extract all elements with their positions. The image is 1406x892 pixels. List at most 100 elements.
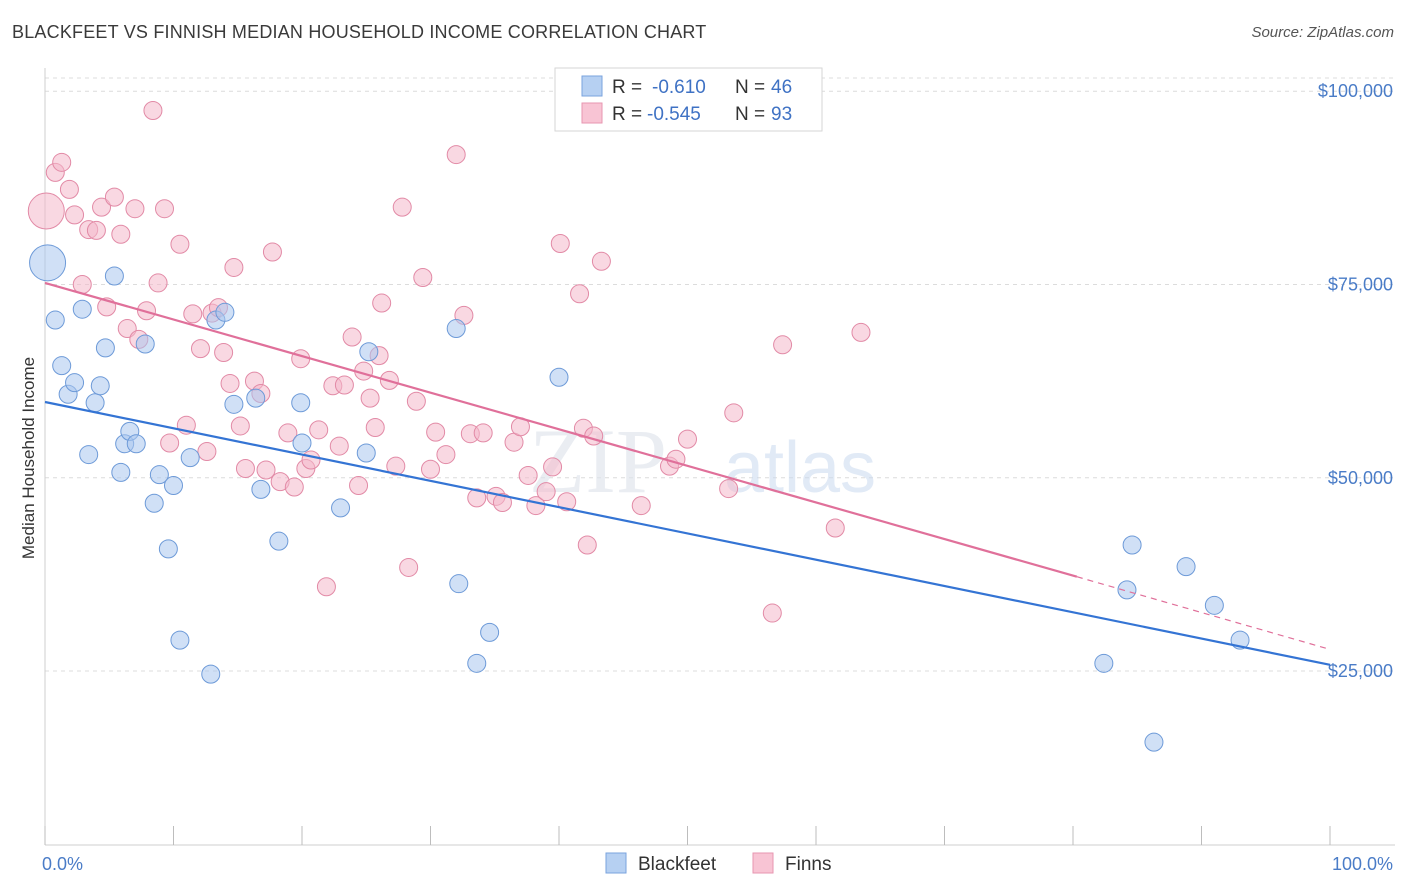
finns-point xyxy=(762,603,782,623)
finns-point xyxy=(284,477,304,497)
finns-point xyxy=(426,422,446,442)
legend-n-label-1: N = xyxy=(735,77,765,98)
finns-point xyxy=(518,465,538,485)
legend-r-label-1: R = xyxy=(612,77,642,98)
finns-point xyxy=(724,403,744,423)
blackfeet-point xyxy=(144,493,164,513)
blackfeet-point xyxy=(356,443,376,463)
finns-point xyxy=(536,482,556,502)
blackfeet-point xyxy=(201,664,221,684)
blackfeet-point xyxy=(446,319,466,339)
finns-point xyxy=(421,459,440,479)
finns-point xyxy=(230,416,250,436)
finns-point xyxy=(550,234,570,254)
blackfeet-point xyxy=(52,356,72,376)
blackfeet-point xyxy=(246,388,266,408)
finns-point xyxy=(329,436,349,456)
blackfeet-point xyxy=(149,465,169,485)
blackfeet-point xyxy=(95,338,115,358)
finns-point xyxy=(197,441,217,461)
blackfeet-point xyxy=(90,376,110,396)
blackfeet-point xyxy=(135,334,155,354)
y-tick-labels: $25,000 $50,000 $75,000 $100,000 xyxy=(1318,81,1393,681)
finns-point xyxy=(392,197,412,217)
blackfeet-point xyxy=(251,479,271,499)
blackfeet-point xyxy=(1122,535,1142,555)
blackfeet-point xyxy=(72,299,92,319)
blackfeet-point xyxy=(1144,732,1164,752)
blackfeet-point xyxy=(111,462,131,482)
blackfeet-point xyxy=(1204,595,1224,615)
finns-point xyxy=(301,450,321,470)
finns-point xyxy=(262,242,282,262)
finns-point xyxy=(214,343,234,363)
finns-point xyxy=(65,205,85,225)
finns-point xyxy=(360,388,380,408)
x-tick-label-max: 100.0% xyxy=(1332,854,1393,874)
finns-point xyxy=(342,327,362,347)
blackfeet-point xyxy=(480,622,500,642)
finns-point xyxy=(316,577,336,597)
finns-point xyxy=(291,349,311,369)
y-tick-label: $50,000 xyxy=(1328,468,1393,488)
x-tick-label-min: 0.0% xyxy=(42,854,83,874)
blackfeet-point xyxy=(164,475,183,495)
finns-point xyxy=(125,199,145,219)
finns-point xyxy=(719,479,739,499)
blackfeet-point xyxy=(549,367,569,387)
finns-point xyxy=(278,423,298,443)
legend-n-value-2: 93 xyxy=(771,104,792,125)
legend-r-label-2: R = xyxy=(612,104,642,125)
series-blackfeet xyxy=(29,244,1250,752)
legend-swatch-blackfeet xyxy=(581,75,603,97)
finns-point xyxy=(399,557,419,577)
finns-point xyxy=(256,460,276,480)
finns-point xyxy=(386,456,406,476)
watermark-atlas: atlas xyxy=(724,428,876,508)
blackfeet-point xyxy=(158,539,178,559)
finns-point xyxy=(584,426,604,446)
blackfeet-point xyxy=(215,302,235,322)
finns-point xyxy=(220,373,240,393)
finns-point xyxy=(406,391,426,411)
finns-point xyxy=(492,493,512,513)
finns-point xyxy=(309,420,329,440)
legend-box: R = -0.610 N = 46 R = -0.545 N = 93 xyxy=(554,67,823,132)
finns-point xyxy=(143,101,163,121)
finns-point xyxy=(170,234,190,254)
bottom-legend-swatch-finns xyxy=(752,852,774,874)
legend-r-value-2: -0.545 xyxy=(647,104,701,125)
blackfeet-trend-line xyxy=(44,400,1331,666)
blackfeet-point xyxy=(126,434,146,454)
finns-point xyxy=(591,251,611,271)
finns-point xyxy=(577,535,597,555)
blackfeet-point xyxy=(1094,653,1114,673)
blackfeet-point xyxy=(359,342,379,362)
finns-point xyxy=(365,418,385,438)
finns-point xyxy=(557,492,577,512)
blackfeet-point xyxy=(292,433,312,453)
finns-point xyxy=(446,145,466,165)
y-axis-label: Median Household Income xyxy=(19,357,38,559)
finns-point xyxy=(52,152,72,172)
blackfeet-point xyxy=(85,393,105,413)
trend-lines xyxy=(44,281,1331,666)
finns-point xyxy=(631,496,651,516)
finns-point xyxy=(543,457,563,477)
finns-point xyxy=(349,475,369,495)
blackfeet-point xyxy=(224,394,244,414)
bottom-legend-label-finns: Finns xyxy=(785,854,831,875)
finns-point xyxy=(678,429,697,449)
grid-lines xyxy=(45,77,1395,672)
blackfeet-point xyxy=(449,574,469,594)
finns-point xyxy=(413,268,433,288)
finns-point xyxy=(473,423,493,443)
blackfeet-point xyxy=(467,653,487,673)
bottom-legend: Blackfeet Finns xyxy=(605,852,831,875)
bottom-legend-swatch-blackfeet xyxy=(605,852,627,874)
source-label: Source: ZipAtlas.com xyxy=(1251,24,1394,41)
y-tick-label: $100,000 xyxy=(1318,81,1393,101)
finns-point xyxy=(86,220,106,240)
finns-point xyxy=(851,322,871,342)
